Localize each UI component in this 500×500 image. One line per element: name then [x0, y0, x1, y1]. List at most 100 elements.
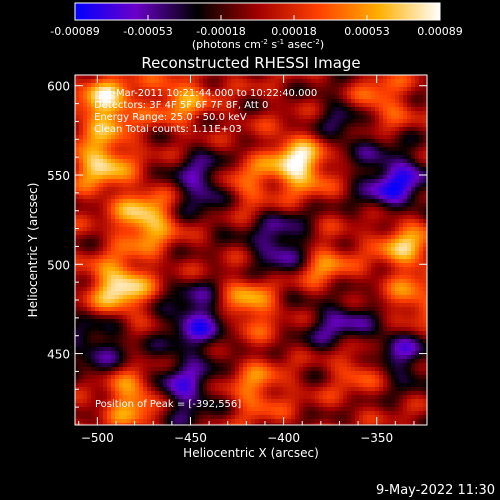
heatmap-cell [111, 203, 116, 208]
heatmap-cell [279, 95, 284, 100]
heatmap-cell [399, 143, 404, 148]
heatmap-cell [355, 163, 360, 168]
heatmap-cell [203, 203, 208, 208]
heatmap-cell [299, 295, 304, 300]
heatmap-cell [331, 75, 336, 80]
heatmap-cell [199, 199, 204, 204]
heatmap-cell [259, 183, 264, 188]
heatmap-cell [275, 227, 280, 232]
heatmap-cell [299, 235, 304, 240]
heatmap-cell [375, 239, 380, 244]
heatmap-cell [175, 195, 180, 200]
heatmap-cell [231, 131, 236, 136]
heatmap-cell [363, 111, 368, 116]
heatmap-cell [163, 83, 168, 88]
heatmap-cell [407, 75, 412, 80]
heatmap-cell [107, 263, 112, 268]
heatmap-cell [291, 243, 296, 248]
heatmap-cell [195, 171, 200, 176]
heatmap-cell [391, 135, 396, 140]
heatmap-cell [231, 183, 236, 188]
heatmap-cell [355, 139, 360, 144]
heatmap-cell [367, 203, 372, 208]
heatmap-cell [367, 267, 372, 272]
heatmap-cell [75, 75, 80, 80]
heatmap-cell [183, 179, 188, 184]
heatmap-cell [355, 175, 360, 180]
heatmap-cell [375, 127, 380, 132]
heatmap-cell [99, 171, 104, 176]
heatmap-cell [307, 235, 312, 240]
heatmap-cell [223, 215, 228, 220]
heatmap-cell [291, 287, 296, 292]
heatmap-cell [83, 119, 88, 124]
heatmap-cell [175, 279, 180, 284]
heatmap-cell [371, 243, 376, 248]
heatmap-cell [99, 95, 104, 100]
heatmap-cell [155, 259, 160, 264]
heatmap-cell [115, 135, 120, 140]
heatmap-cell [311, 239, 316, 244]
heatmap-cell [363, 187, 368, 192]
heatmap-cell [183, 123, 188, 128]
heatmap-cell [155, 227, 160, 232]
heatmap-cell [395, 191, 400, 196]
heatmap-cell [155, 255, 160, 260]
heatmap-cell [375, 231, 380, 236]
heatmap-cell [263, 135, 268, 140]
heatmap-cell [371, 223, 376, 228]
heatmap-cell [87, 231, 92, 236]
heatmap-cell [403, 203, 408, 208]
heatmap-cell [139, 179, 144, 184]
heatmap-cell [383, 271, 388, 276]
heatmap-cell [307, 223, 312, 228]
heatmap-cell [159, 247, 164, 252]
heatmap-cell [143, 95, 148, 100]
heatmap-cell [131, 107, 136, 112]
heatmap-cell [411, 151, 416, 156]
heatmap-cell [395, 195, 400, 200]
heatmap-cell [95, 123, 100, 128]
heatmap-cell [187, 163, 192, 168]
heatmap-cell [231, 163, 236, 168]
heatmap-cell [379, 223, 384, 228]
heatmap-cell [155, 131, 160, 136]
heatmap-cell [363, 263, 368, 268]
heatmap-cell [123, 275, 128, 280]
heatmap-cell [159, 283, 164, 288]
heatmap-cell [115, 159, 120, 164]
heatmap-cell [367, 79, 372, 84]
heatmap-cell [407, 267, 412, 272]
heatmap-cell [271, 131, 276, 136]
heatmap-cell [383, 263, 388, 268]
heatmap-cell [251, 243, 256, 248]
heatmap-cell [191, 191, 196, 196]
heatmap-cell [283, 295, 288, 300]
heatmap-cell [267, 255, 272, 260]
heatmap-cell [319, 179, 324, 184]
heatmap-cell [363, 143, 368, 148]
heatmap-cell [275, 171, 280, 176]
heatmap-cell [423, 155, 427, 160]
heatmap-cell [363, 243, 368, 248]
heatmap-cell [227, 83, 232, 88]
heatmap-cell [283, 259, 288, 264]
heatmap-cell [123, 107, 128, 112]
heatmap-cell [111, 243, 116, 248]
heatmap-cell [407, 163, 412, 168]
heatmap-cell [115, 287, 120, 292]
heatmap-cell [259, 267, 264, 272]
heatmap-cell [111, 247, 116, 252]
heatmap-cell [335, 91, 340, 96]
heatmap-cell [415, 111, 420, 116]
heatmap-cell [99, 155, 104, 160]
heatmap-cell [131, 167, 136, 172]
heatmap-cell [151, 267, 156, 272]
heatmap-cell [111, 239, 116, 244]
colorbar-tick-label: 0.00089 [417, 25, 463, 38]
heatmap-cell [323, 223, 328, 228]
heatmap-cell [415, 107, 420, 112]
heatmap-cell [311, 167, 316, 172]
heatmap-cell [275, 299, 280, 304]
heatmap-cell [111, 211, 116, 216]
